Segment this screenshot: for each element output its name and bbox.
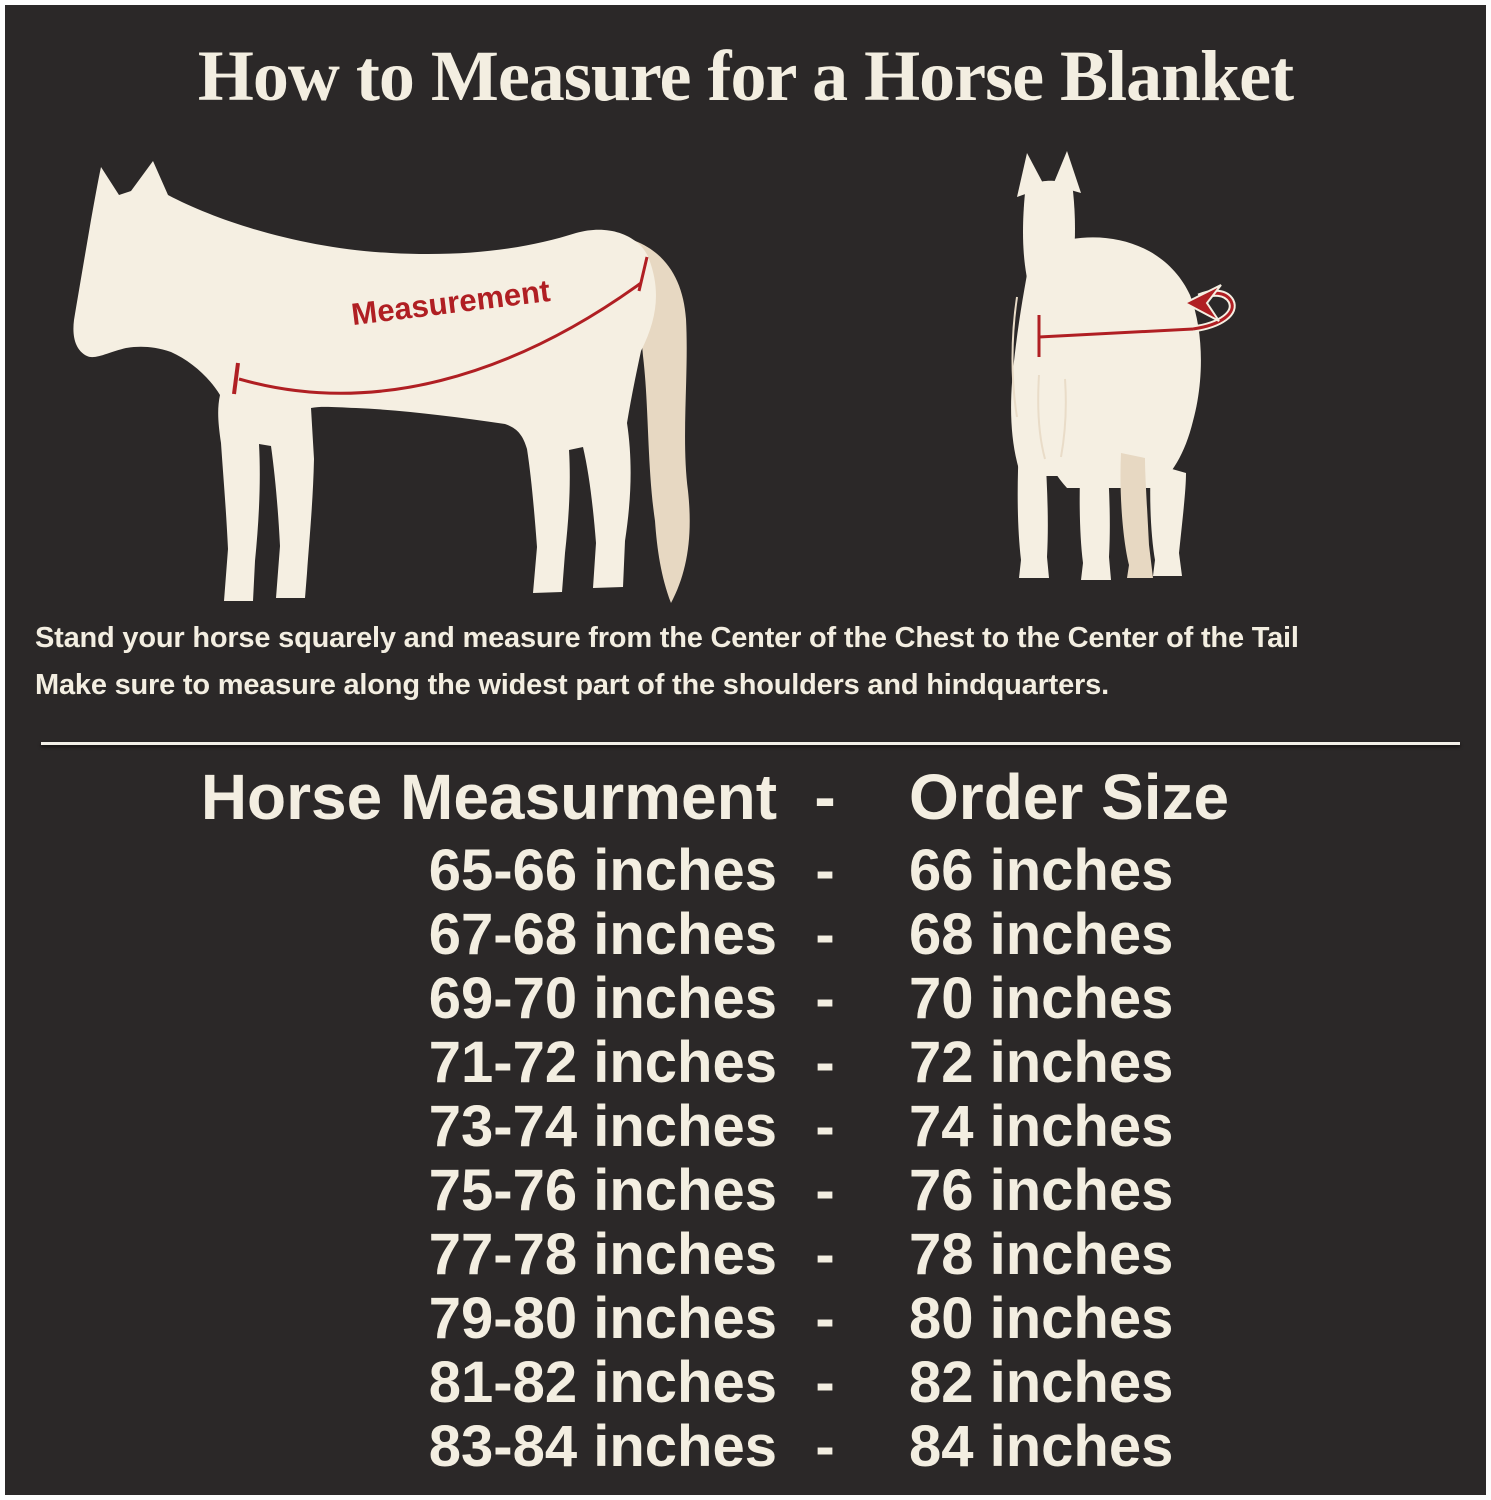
- horse-front-illustration: [1011, 151, 1236, 580]
- size-row: 69-70 inches - 70 inches: [5, 967, 1486, 1031]
- chest-crease-lines: [1011, 296, 1067, 460]
- horse-front-inner-leg: [1120, 453, 1153, 578]
- row-separator: -: [815, 902, 835, 967]
- size-table-rows: 65-66 inches - 66 inches 67-68 inches - …: [5, 839, 1486, 1479]
- row-measurement: 77-78 inches: [428, 1222, 777, 1287]
- row-separator: -: [815, 1158, 835, 1223]
- size-row: 83-84 inches - 84 inches: [5, 1415, 1486, 1479]
- horse-front-left-ear: [1017, 153, 1045, 197]
- row-measurement: 79-80 inches: [428, 1286, 777, 1351]
- horse-front-chest: [1011, 253, 1090, 476]
- horse-front-right-ear: [1053, 151, 1081, 193]
- row-separator: -: [815, 1094, 835, 1159]
- girth-arrow-icon: [1182, 284, 1222, 322]
- size-row: 67-68 inches - 68 inches: [5, 903, 1486, 967]
- size-row: 81-82 inches - 82 inches: [5, 1351, 1486, 1415]
- measurement-arc-end-tick: [637, 256, 649, 292]
- row-separator: -: [815, 1030, 835, 1095]
- horse-side-tail: [623, 237, 690, 603]
- horse-front-head: [1023, 180, 1075, 307]
- divider-rule: [41, 742, 1460, 745]
- row-order: 76 inches: [909, 1158, 1174, 1223]
- horse-side-illustration: Measurement: [73, 161, 690, 603]
- instruction-line-1: Stand your horse squarely and measure fr…: [35, 622, 1299, 654]
- horse-side-body: [73, 161, 656, 601]
- row-measurement: 73-74 inches: [428, 1094, 777, 1159]
- row-measurement: 69-70 inches: [428, 966, 777, 1031]
- size-row: 65-66 inches - 66 inches: [5, 839, 1486, 903]
- row-measurement: 81-82 inches: [428, 1350, 777, 1415]
- instructions: Stand your horse squarely and measure fr…: [35, 615, 1299, 709]
- header-order-label: Order Size: [909, 761, 1230, 833]
- row-separator: -: [815, 966, 835, 1031]
- size-row: 77-78 inches - 78 inches: [5, 1223, 1486, 1287]
- row-separator: -: [815, 838, 835, 903]
- header-separator: -: [814, 761, 836, 833]
- girth-line: [1038, 327, 1194, 339]
- measurement-arc-start-tick: [232, 362, 240, 395]
- measurement-arc: [238, 281, 642, 395]
- page-title: How to Measure for a Horse Blanket: [197, 36, 1294, 116]
- row-order: 72 inches: [909, 1030, 1174, 1095]
- size-table-header: Horse Measurment - Order Size: [5, 761, 1486, 833]
- size-row: 75-76 inches - 76 inches: [5, 1159, 1486, 1223]
- horse-front-hind-leg: [1150, 463, 1186, 576]
- row-measurement: 83-84 inches: [428, 1414, 777, 1479]
- row-order: 68 inches: [909, 902, 1174, 967]
- row-order: 74 inches: [909, 1094, 1174, 1159]
- row-measurement: 71-72 inches: [428, 1030, 777, 1095]
- row-separator: -: [815, 1350, 835, 1415]
- size-row: 79-80 inches - 80 inches: [5, 1287, 1486, 1351]
- row-measurement: 65-66 inches: [428, 838, 777, 903]
- horse-front-left-leg: [1017, 445, 1049, 578]
- row-measurement: 75-76 inches: [428, 1158, 777, 1223]
- row-order: 84 inches: [909, 1414, 1174, 1479]
- instruction-line-2: Make sure to measure along the widest pa…: [35, 669, 1109, 701]
- row-order: 82 inches: [909, 1350, 1174, 1415]
- size-row: 73-74 inches - 74 inches: [5, 1095, 1486, 1159]
- row-order: 80 inches: [909, 1286, 1174, 1351]
- horse-front-right-leg: [1079, 448, 1111, 580]
- header-measurement-label: Horse Measurment: [200, 761, 777, 833]
- size-table: Horse Measurment - Order Size 65-66 inch…: [5, 761, 1486, 1479]
- row-order: 78 inches: [909, 1222, 1174, 1287]
- row-separator: -: [815, 1222, 835, 1287]
- poster-background: How to Measure for a Horse Blanket Measu…: [5, 5, 1486, 1495]
- row-order: 70 inches: [909, 966, 1174, 1031]
- size-row: 71-72 inches - 72 inches: [5, 1031, 1486, 1095]
- row-measurement: 67-68 inches: [428, 902, 777, 967]
- row-order: 66 inches: [909, 838, 1174, 903]
- row-separator: -: [815, 1286, 835, 1351]
- row-separator: -: [815, 1414, 835, 1479]
